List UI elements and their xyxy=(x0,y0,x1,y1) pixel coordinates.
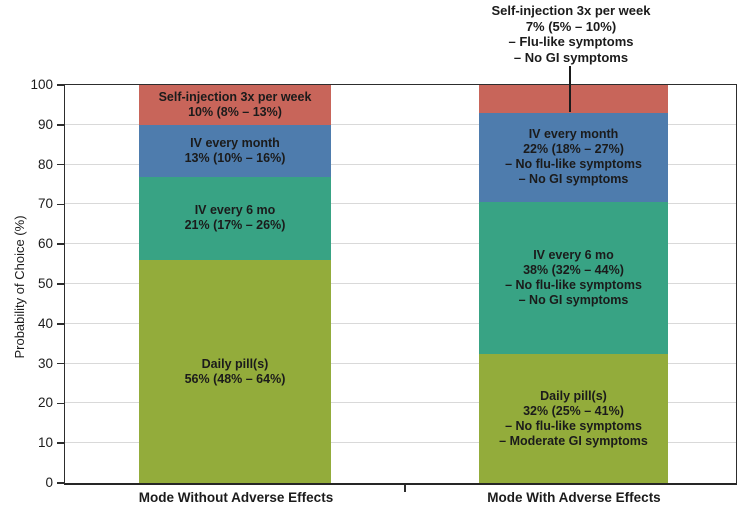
y-axis-tick-60 xyxy=(57,243,65,246)
y-axis-tick-label-10: 10 xyxy=(37,435,53,451)
annotation-pointer-line xyxy=(569,66,571,112)
gridline-30 xyxy=(65,362,736,364)
gridline-70 xyxy=(65,203,736,205)
bar-with-adverse-segment-self-injection-3x-per-week xyxy=(479,85,668,114)
y-axis-tick-10 xyxy=(57,442,65,445)
plot-area: Daily pill(s) 56% (48% – 64%) IV every 6 m… xyxy=(64,84,737,485)
annotation-line: 7% (5% – 10%) xyxy=(525,18,617,34)
x-category-label-without: Mode Without Adverse Effects xyxy=(138,490,334,505)
gridline-50 xyxy=(65,283,736,284)
gridline-60 xyxy=(65,243,736,245)
segment-label: Self-injection 3x per week 10% (8% – 13%) xyxy=(158,89,312,119)
bar-without-adverse-segment-iv-every-6-mo: IV every 6 mo 21% (17% – 26%) xyxy=(139,176,331,261)
gridline-10 xyxy=(65,442,736,444)
bar-without-adverse-segment-self-injection-3x-per-week: Self-injection 3x per week 10% (8% – 13%) xyxy=(139,85,331,125)
annotation-line: Self-injection 3x per week xyxy=(491,3,651,18)
y-axis-tick-label-20: 20 xyxy=(37,395,53,411)
segment-label: Daily pill(s) 32% (25% – 41%) – No flu-lik… xyxy=(499,388,648,448)
annotation-self-injection: Self-injection 3x per week 7% (5% – 10%)… xyxy=(425,3,717,65)
bar-with-adverse-segment-iv-every-6-mo: IV every 6 mo 38% (32% – 44%) – No flu-lik… xyxy=(479,201,668,355)
y-axis-tick-100 xyxy=(57,84,65,86)
y-axis-tick-label-100: 100 xyxy=(30,77,53,92)
y-axis-tick-label-60: 60 xyxy=(37,236,53,252)
bar-with-adverse-segment-daily-pill-s: Daily pill(s) 32% (25% – 41%) – No flu-lik… xyxy=(479,354,668,483)
y-axis-tick-50 xyxy=(57,283,65,285)
y-axis-tick-label-30: 30 xyxy=(37,355,53,371)
y-axis-tick-40 xyxy=(57,322,65,325)
gridline-90 xyxy=(65,123,736,125)
y-axis-tick-label-0: 0 xyxy=(45,475,53,490)
y-axis-tick-label-70: 70 xyxy=(37,196,53,212)
y-axis-tick-30 xyxy=(57,362,65,365)
x-category-label-with: Mode With Adverse Effects xyxy=(487,490,661,505)
y-axis-tick-80 xyxy=(57,163,65,166)
y-axis-tick-label-80: 80 xyxy=(37,156,53,172)
gridline-20 xyxy=(65,402,736,404)
bar-without-adverse-segment-daily-pill-s: Daily pill(s) 56% (48% – 64%) xyxy=(139,260,331,483)
x-axis-divider-tick xyxy=(404,485,406,492)
segment-label: IV every 6 mo 21% (17% – 26%) xyxy=(184,203,286,233)
y-axis-tick-90 xyxy=(57,123,65,126)
y-axis-tick-20 xyxy=(57,402,65,405)
segment-label: IV every month 13% (10% – 16%) xyxy=(184,135,286,165)
segment-label: IV every 6 mo 38% (32% – 44%) – No flu-lik… xyxy=(505,247,642,307)
bar-with-adverse-segment-iv-every-month: IV every month 22% (18% – 27%) – No flu-li… xyxy=(479,113,668,202)
annotation-line: – Flu-like symptoms xyxy=(508,34,634,49)
y-axis-tick-label-50: 50 xyxy=(37,276,53,291)
segment-label: Daily pill(s) 56% (48% – 64%) xyxy=(184,356,286,386)
y-axis-tick-70 xyxy=(57,203,65,206)
annotation-line: – No GI symptoms xyxy=(513,49,629,65)
y-axis-tick-0 xyxy=(57,482,65,484)
bar-without-adverse-segment-iv-every-month: IV every month 13% (10% – 16%) xyxy=(139,124,331,177)
segment-label: IV every month 22% (18% – 27%) – No flu-li… xyxy=(505,127,642,187)
gridline-80 xyxy=(65,163,736,165)
y-axis-tick-label-90: 90 xyxy=(37,116,53,132)
y-axis-tick-label-40: 40 xyxy=(37,315,53,331)
gridline-40 xyxy=(65,322,736,324)
